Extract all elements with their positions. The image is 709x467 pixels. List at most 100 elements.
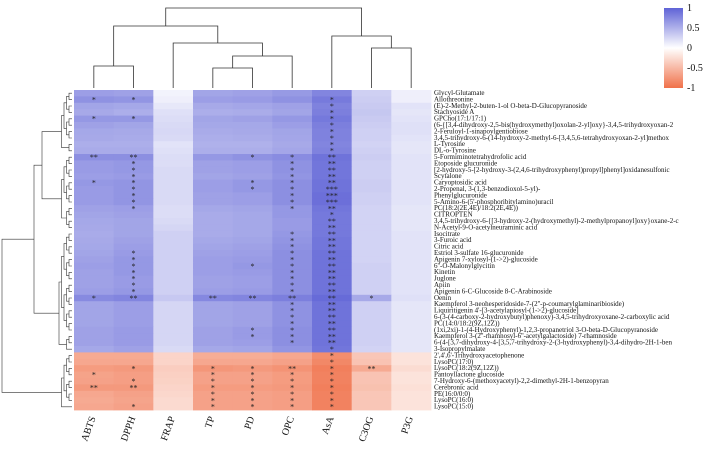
heatmap-cell [193,294,234,302]
significance-mark: * [330,211,334,220]
heatmap-cell [113,333,154,340]
heatmap-cell [113,198,154,206]
significance-mark: * [132,185,136,194]
dendrogram-branch [33,164,59,314]
significance-mark: ** [328,166,336,175]
heatmap-cell [232,198,273,206]
significance-mark: *** [326,191,338,200]
heatmap-cell [351,198,392,206]
heatmap-cell [351,166,392,174]
heatmap-cell [193,154,234,161]
heatmap-cell [351,154,392,161]
heatmap-cell [74,250,115,257]
row-label: Phenylglucuronide [434,191,487,199]
heatmap-cell [153,403,194,411]
row-label: 7-Hydroxy-6-(methoxyacetyl)-2,2-dimethyl… [434,377,609,385]
significance-mark: ** [328,275,336,284]
heatmap-cell [391,90,432,97]
significance-mark: * [290,236,294,245]
heatmap-cell [272,397,313,404]
heatmap-cell [272,102,313,110]
heatmap-cell [113,288,154,296]
dendrogram-branch [63,243,67,270]
heatmap-cell [153,307,194,315]
row-label: 2-Propenal, 3-(1,3-benzodioxol-5-yl)- [434,185,541,193]
significance-mark: * [290,319,294,328]
heatmap-cell [351,326,392,334]
heatmap-cell [193,301,234,308]
heatmap-cell [351,115,392,123]
significance-mark: ** [328,249,336,258]
heatmap-cell [391,179,432,187]
heatmap-cell [391,384,432,392]
heatmap-cell [153,301,194,308]
heatmap-cell [351,275,392,283]
row-label: DL-o-Tyrosine [434,147,476,155]
heatmap-cell [74,269,115,276]
dendrogram-branch [93,65,134,88]
heatmap-cell [351,314,392,321]
column-label: FRAP [159,415,178,443]
heatmap-cell [193,358,234,366]
heatmap-cell [232,307,273,315]
row-label: LysoPC(17:0) [434,358,474,366]
heatmap-cell [232,102,273,110]
dendrogram-branch [63,294,67,321]
heatmap-cell [153,141,194,148]
heatmap-cell [232,186,273,193]
heatmap-cell [113,115,154,123]
row-label: Apigenin 6-C-Glucoside 8-C-Arabinoside [434,287,552,295]
heatmap-cell [232,192,273,200]
dendrogram-branch [63,102,67,129]
heatmap-cell [232,371,273,379]
heatmap-cell [193,371,234,379]
heatmap-cell [74,378,115,385]
heatmap-cell [272,384,313,392]
significance-mark: * [330,364,334,373]
heatmap-cell [272,320,313,328]
heatmap-cell [312,269,353,276]
row-label: L-Tyrosine [434,140,465,148]
significance-mark: * [330,147,334,156]
heatmap-cell [153,237,194,244]
heatmap-cell [312,90,353,97]
significance-mark: * [330,127,334,136]
heatmap-cell [312,237,353,244]
heatmap-cell [232,384,273,392]
dendrogram-branch [68,272,72,280]
heatmap-cell [232,288,273,296]
heatmap-cell [193,109,234,116]
significance-mark: * [251,390,255,399]
dendrogram-branch [113,25,219,66]
heatmap-cell [113,390,154,398]
heatmap-cell [193,256,234,264]
heatmap-cell [351,262,392,270]
heatmap-cell [272,237,313,244]
significance-mark: * [92,371,96,380]
significance-mark: * [251,371,255,380]
significance-mark: ** [288,364,296,373]
heatmap-cell [312,134,353,142]
heatmap-cell [153,109,194,116]
heatmap-cell [391,192,432,200]
heatmap-cell [312,397,353,404]
heatmap-cell [153,294,194,302]
heatmap-cell [232,243,273,251]
significance-mark: ** [328,172,336,181]
heatmap-cell [391,339,432,347]
row-label: Scytalone [434,172,462,180]
heatmap-cell [351,365,392,372]
heatmap-cell [232,365,273,372]
heatmap-cell [351,90,392,97]
heatmap-cell [113,275,154,283]
heatmap-cell [113,262,154,270]
dendrogram-branch [68,336,72,344]
heatmap-cell [272,307,313,315]
significance-mark: * [132,262,136,271]
heatmap-cell [193,128,234,136]
heatmap-cell [153,390,194,398]
heatmap-cell [193,141,234,148]
heatmap-cell [74,230,115,238]
heatmap-cell [391,218,432,225]
row-label: 2-Feruloyl-1-sinapoylgentiobiose [434,127,528,135]
